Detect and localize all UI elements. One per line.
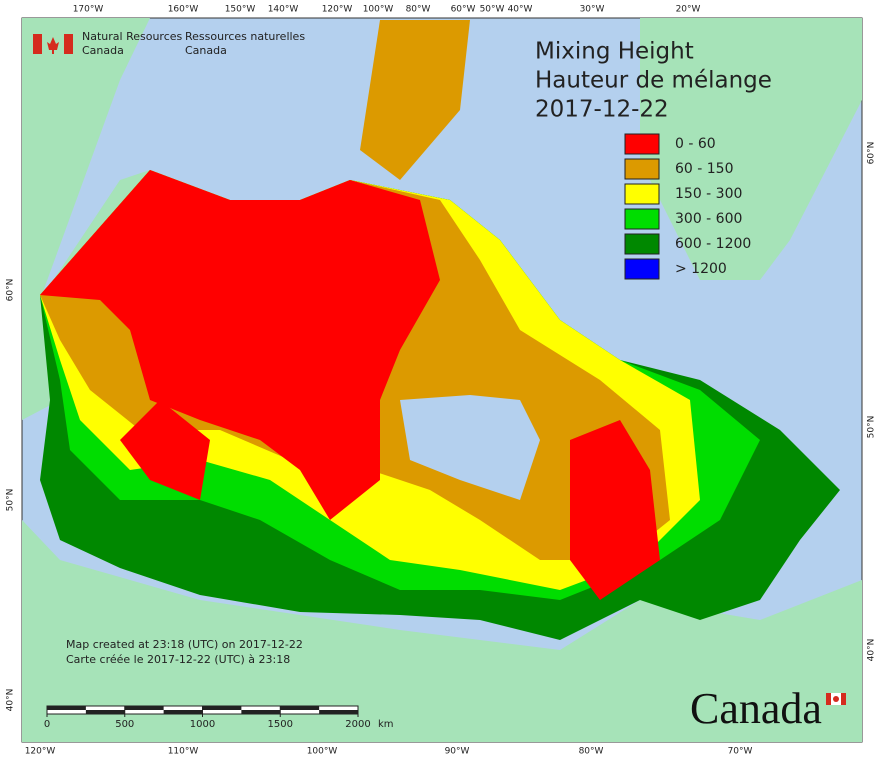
graticule-label: 20°W (676, 5, 701, 15)
graticule-label: 40°N (6, 689, 16, 712)
region (40, 170, 440, 520)
legend-label: 150 - 300 (675, 186, 742, 202)
flag-leaf (47, 37, 59, 54)
asia (22, 18, 150, 300)
legend-swatch (624, 158, 660, 180)
graticule-label: 50°N (6, 489, 16, 512)
scale-bar: 0 500 1000 1500 2000 km (44, 705, 394, 730)
graticule-label: 60°N (6, 279, 16, 302)
header-text: Natural Resources (82, 30, 183, 43)
title: 2017-12-22 (535, 97, 669, 123)
graticule-label: 170°W (73, 5, 104, 15)
graticule-label: 160°W (168, 5, 199, 15)
title: Hauteur de mélange (535, 68, 772, 94)
legend-label: 60 - 150 (675, 161, 734, 177)
graticule-label: 100°W (307, 747, 338, 757)
region (570, 420, 660, 600)
graticule-label: 80°W (579, 747, 604, 757)
scale-segment (47, 706, 86, 710)
scale-label: 2000 (345, 719, 370, 730)
graticule-label: 30°W (580, 5, 605, 15)
scale-label: 500 (115, 719, 134, 730)
graticule-label: 120°W (25, 747, 56, 757)
flag-bar (64, 34, 73, 54)
scale-segment (319, 710, 358, 714)
graticule-label: 50°W (480, 5, 505, 15)
graticule-label: 40°N (867, 639, 877, 662)
graticule-label: 100°W (363, 5, 394, 15)
legend-swatch (624, 133, 660, 155)
legend-swatch (624, 258, 660, 280)
legend-swatch (624, 208, 660, 230)
title: Mixing Height (535, 39, 694, 65)
graticule-label: 150°W (225, 5, 256, 15)
greenland (640, 18, 862, 280)
header-text: Canada (185, 44, 227, 57)
scale-segment (202, 706, 242, 710)
graticule-label: 40°W (508, 5, 533, 15)
flag-bar (33, 34, 42, 54)
scale-label: 1000 (190, 719, 215, 730)
legend-swatch (624, 183, 660, 205)
scale-segment (163, 710, 203, 714)
footer-text: Map created at 23:18 (UTC) on 2017-12-22 (66, 638, 303, 651)
footer-text: Carte créée le 2017-12-22 (UTC) à 23:18 (66, 653, 290, 666)
graticule-label: 110°W (168, 747, 199, 757)
scale-segment (241, 710, 281, 714)
graticule-label: 60°N (867, 142, 877, 165)
canada-fields (40, 20, 840, 640)
region (360, 20, 470, 180)
graticule-label: 90°W (445, 747, 470, 757)
header-text: Canada (82, 44, 124, 57)
graticule-label: 70°W (728, 747, 753, 757)
wordmark: Canada (690, 684, 822, 733)
scale-segment (280, 706, 320, 710)
scale-unit: km (378, 719, 394, 730)
legend-label: 0 - 60 (675, 136, 716, 152)
graticule-label: 140°W (268, 5, 299, 15)
graticule-label: 50°N (867, 416, 877, 439)
wordmark-leaf (833, 696, 839, 702)
usa (22, 520, 862, 742)
graticule-label: 80°W (406, 5, 431, 15)
region (120, 400, 210, 500)
legend-label: > 1200 (675, 261, 727, 277)
hudson-bay (400, 395, 540, 500)
header-text: Ressources naturelles (185, 30, 305, 43)
legend-label: 600 - 1200 (675, 236, 751, 252)
graticule-label: 60°W (451, 5, 476, 15)
scale-label: 0 (44, 719, 50, 730)
legend-label: 300 - 600 (675, 211, 742, 227)
graticule-label: 120°W (322, 5, 353, 15)
scale-label: 1500 (268, 719, 293, 730)
scale-segment (124, 706, 164, 710)
scale-segment (85, 710, 125, 714)
legend-swatch (624, 233, 660, 255)
